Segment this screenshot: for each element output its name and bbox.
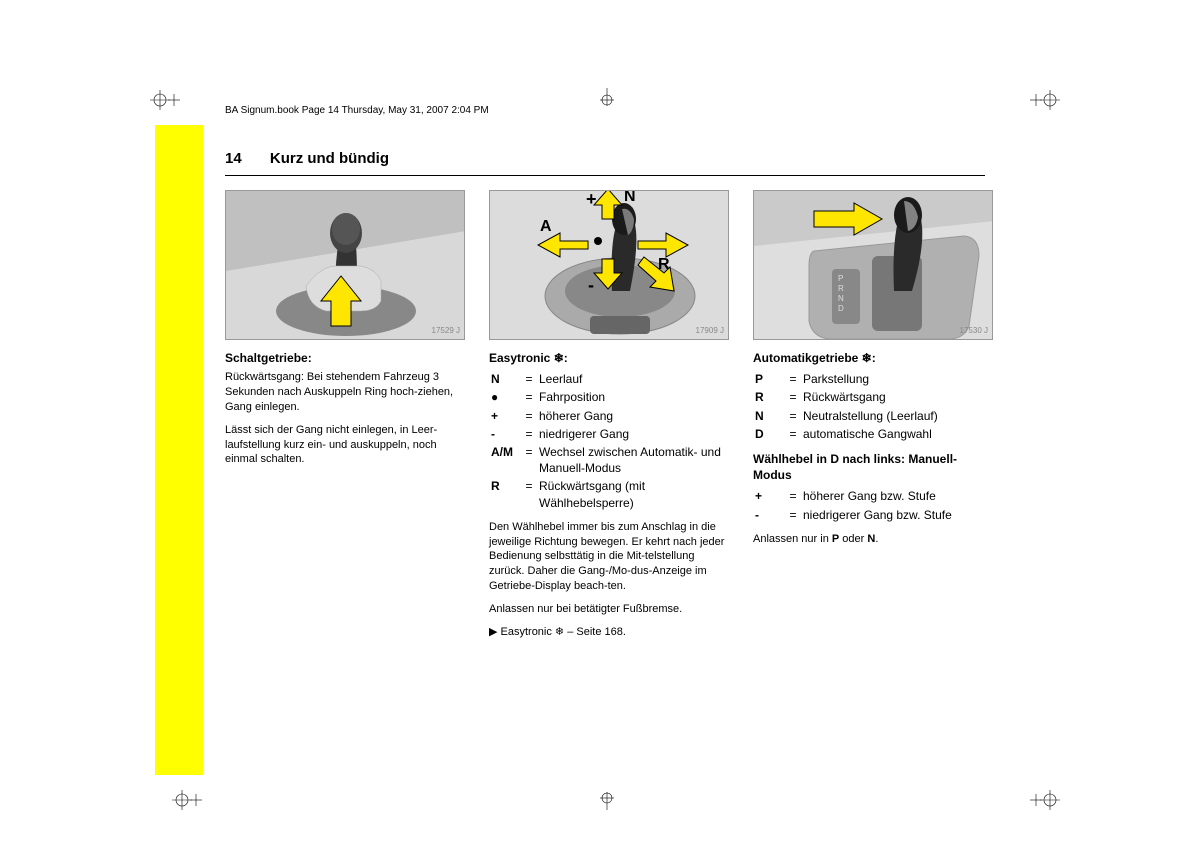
def-row: D=automatische Gangwahl (753, 425, 993, 443)
col3-heading: Automatikgetriebe ❄: (753, 350, 993, 366)
def-row: N=Neutralstellung (Leerlauf) (753, 407, 993, 425)
def-row: R=Rückwärtsgang (mit Wählhebelsperre) (489, 477, 729, 511)
col1-para2: Lässt sich der Gang nicht einlegen, in L… (225, 423, 465, 468)
def-row: -=niedrigerer Gang (489, 425, 729, 443)
column-2: A N + - R 17909 J Easytronic ❄: N=Leerla… (489, 190, 729, 640)
figure-manual-gearbox: 17529 J (225, 190, 465, 340)
crop-mark (1030, 780, 1060, 815)
col1-para1: Rückwärtsgang: Bei stehendem Fahrzeug 3 … (225, 370, 465, 415)
col3-subheading-2: Wählhebel in D nach links: Manuell-Modus (753, 451, 993, 483)
source-header-line: BA Signum.book Page 14 Thursday, May 31,… (225, 105, 489, 116)
col3-definitions-2: +=höherer Gang bzw. Stufe -=niedrigerer … (753, 487, 993, 523)
def-row: +=höherer Gang (489, 407, 729, 425)
svg-text:N: N (838, 294, 844, 303)
content-columns: 17529 J Schaltgetriebe: Rückwärtsgang: B… (225, 190, 995, 640)
figure-easytronic: A N + - R 17909 J (489, 190, 729, 340)
def-row: R=Rückwärtsgang (753, 388, 993, 406)
figure-id: 17529 J (432, 326, 460, 337)
header-rule (225, 175, 985, 176)
crop-mark (172, 780, 202, 815)
col2-definitions: N=Leerlauf ●=Fahrposition +=höherer Gang… (489, 370, 729, 512)
page-number: 14 (225, 150, 242, 167)
col2-crossref: ▶ Easytronic ❄ – Seite 168. (489, 625, 729, 640)
def-row: A/M=Wechsel zwischen Automatik- und Manu… (489, 443, 729, 477)
yellow-margin-bar (155, 125, 203, 775)
page-header: 14 Kurz und bündig (225, 150, 389, 167)
crop-mark (592, 786, 622, 815)
crop-mark (1030, 90, 1060, 125)
col2-para1: Den Wählhebel immer bis zum Anschlag in … (489, 520, 729, 594)
svg-text:P: P (838, 274, 843, 283)
diagram-label-plus: + (586, 191, 597, 209)
svg-text:D: D (838, 304, 844, 313)
figure-automatic: P R N D 17530 J (753, 190, 993, 340)
figure-id: 17909 J (696, 326, 724, 337)
def-row: -=niedrigerer Gang bzw. Stufe (753, 506, 993, 524)
diagram-label-A: A (540, 218, 552, 235)
def-row: ●=Fahrposition (489, 388, 729, 406)
svg-text:R: R (838, 284, 844, 293)
col2-heading: Easytronic ❄: (489, 350, 729, 366)
col3-para1: Anlassen nur in P oder N. (753, 532, 993, 547)
crop-mark (150, 90, 180, 125)
col1-heading: Schaltgetriebe: (225, 350, 465, 366)
def-row: P=Parkstellung (753, 370, 993, 388)
page-title: Kurz und bündig (270, 150, 389, 167)
diagram-label-R: R (658, 256, 670, 273)
figure-id: 17530 J (960, 326, 988, 337)
col3-definitions: P=Parkstellung R=Rückwärtsgang N=Neutral… (753, 370, 993, 443)
def-row: +=höherer Gang bzw. Stufe (753, 487, 993, 505)
column-3: P R N D 17530 J Automatikgetriebe ❄: P=P… (753, 190, 993, 640)
def-row: N=Leerlauf (489, 370, 729, 388)
col2-para2: Anlassen nur bei betätigter Fußbremse. (489, 602, 729, 617)
crop-mark (592, 88, 622, 117)
column-1: 17529 J Schaltgetriebe: Rückwärtsgang: B… (225, 190, 465, 640)
diagram-label-minus: - (588, 275, 594, 295)
diagram-label-N: N (624, 191, 636, 205)
